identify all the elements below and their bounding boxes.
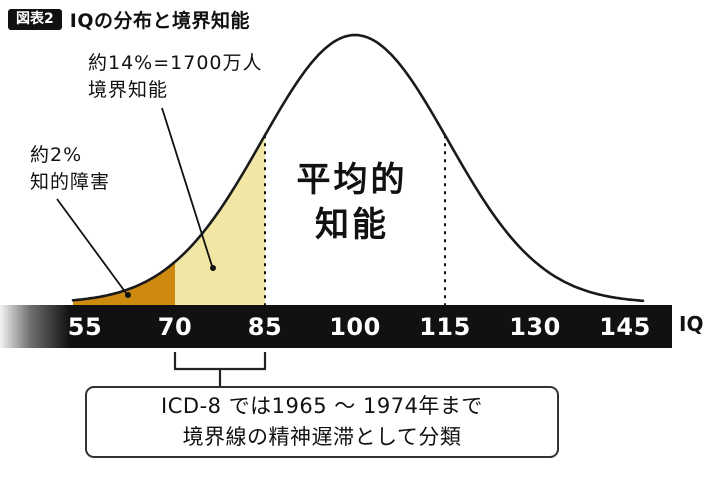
figure-number-badge: 図表2	[8, 9, 62, 30]
note-line-1: ICD-8 では1965 〜 1974年まで	[161, 394, 483, 418]
axis-tick-130: 130	[509, 312, 561, 341]
annotation-borderline-share: 約14%=1700万人	[88, 52, 263, 74]
bell-curve-line	[71, 33, 645, 303]
label-average-line1: 平均的	[296, 160, 408, 200]
bracket-70-85	[173, 352, 267, 387]
axis-tick-145: 145	[599, 312, 651, 341]
axis-tick-70: 70	[157, 312, 193, 341]
annotation-disability-name: 知的障害	[30, 171, 111, 193]
region-fill-intellectual-disability	[73, 261, 175, 306]
region-fill-borderline-intelligence	[175, 135, 265, 306]
figure-title: IQの分布と境界知能	[69, 10, 250, 32]
iq-axis-unit-label: IQ	[679, 312, 704, 336]
region-fills	[73, 135, 265, 306]
figure-header: 図表2 IQの分布と境界知能	[8, 6, 250, 33]
axis-tick-115: 115	[419, 312, 471, 341]
note-line-2: 境界線の精神遅滞として分類	[182, 425, 462, 449]
axis-tick-55: 55	[67, 312, 103, 341]
annotation-disability: 約2% 知的障害	[30, 142, 110, 196]
leader-line-disability	[56, 198, 127, 294]
label-average-line2: 知能	[315, 205, 389, 245]
icd8-note-box: ICD-8 では1965 〜 1974年まで 境界線の精神遅滞として分類	[85, 386, 559, 458]
annotation-borderline-name: 境界知能	[88, 79, 169, 101]
leader-dot-disability	[125, 292, 131, 298]
leader-dot-borderline	[210, 265, 216, 271]
axis-tick-85: 85	[247, 312, 283, 341]
curve-and-boundaries	[71, 33, 645, 305]
axis-tick-100: 100	[329, 312, 381, 341]
label-average-intelligence: 平均的 知能	[297, 158, 408, 248]
annotation-borderline: 約14%=1700万人 境界知能	[88, 50, 263, 104]
iq-axis-bar: 55 70 85 100 115 130 145	[0, 305, 672, 348]
annotation-disability-share: 約2%	[30, 144, 83, 166]
leader-line-borderline	[161, 107, 213, 267]
